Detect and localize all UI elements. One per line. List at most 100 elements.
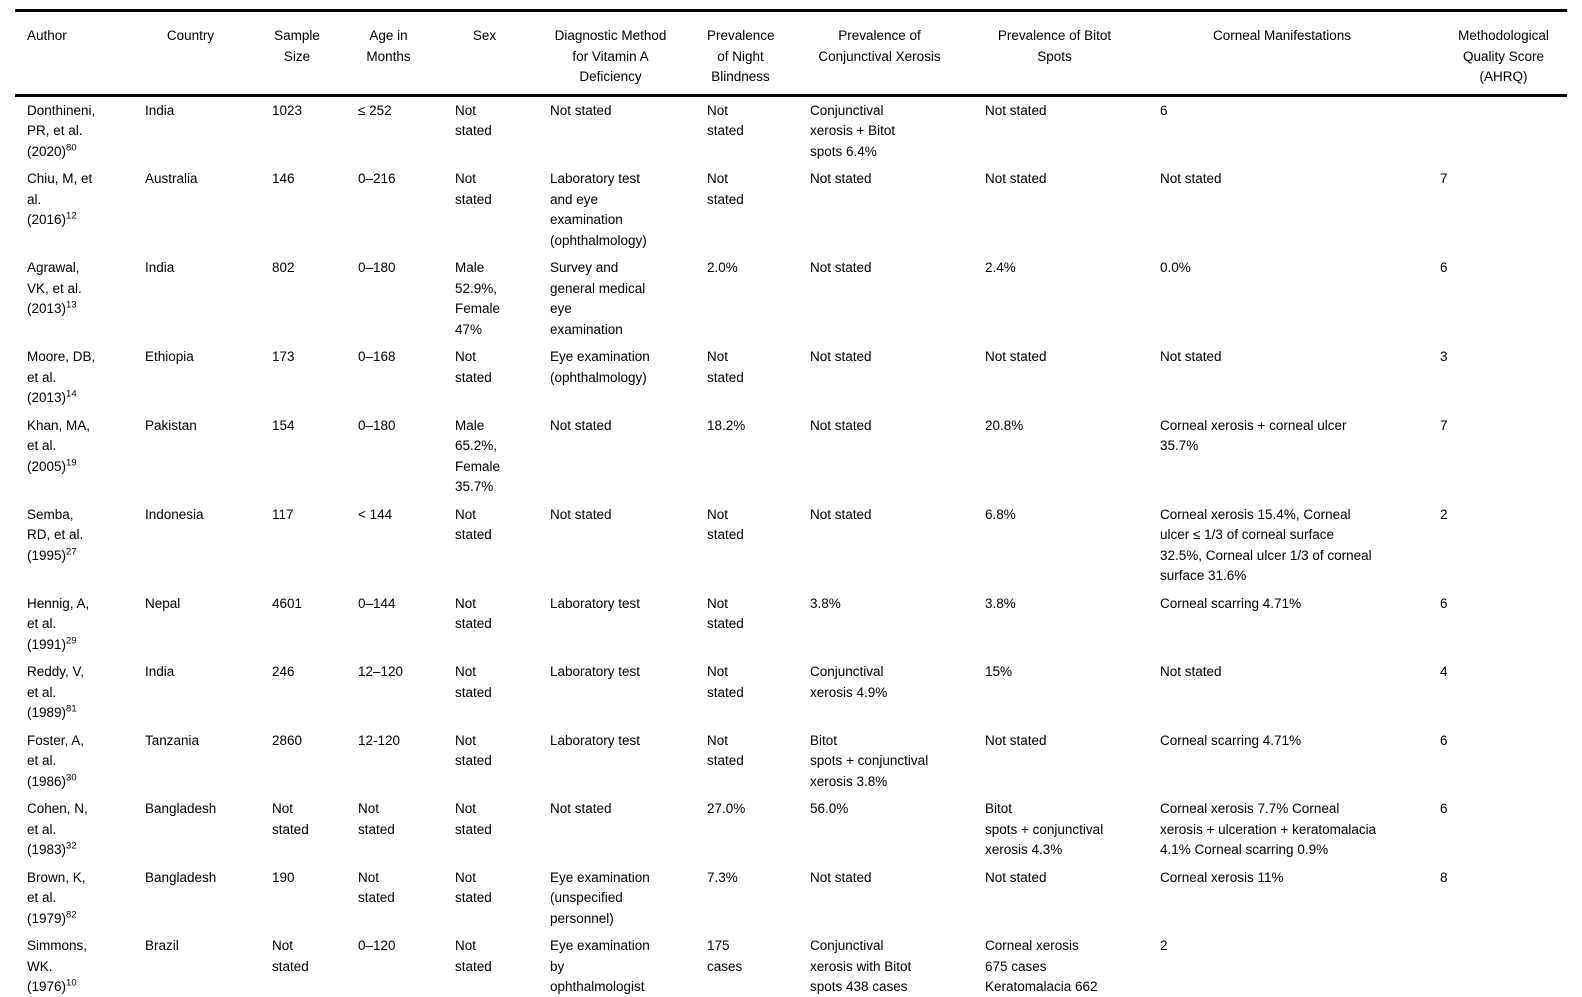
- cell-diagnostic-method: Eye examination (unspecified personnel): [550, 869, 650, 926]
- cell-bitot-spots: Bitot spots + conjunctival xerosis 4.3%: [985, 801, 1104, 857]
- cell-night-blindness: 27.0%: [707, 801, 746, 816]
- col-header-sex: Sex: [443, 12, 538, 97]
- cell-night-blindness: 175 cases: [707, 938, 743, 974]
- cell-bitot-spots: Not stated: [985, 869, 1047, 885]
- cell-corneal-manifestations: Not stated: [1160, 171, 1222, 186]
- citation-superscript: 82: [66, 909, 77, 920]
- cell-quality-score: [1428, 932, 1567, 997]
- col-header-night-blindness: Prevalence of Night Blindness: [695, 12, 798, 97]
- cell-country: India: [145, 664, 175, 679]
- citation-superscript: 10: [66, 977, 77, 989]
- cell-quality-score: 7: [1440, 417, 1448, 433]
- cell-author: Brown, K, et al. (1979)82: [15, 864, 133, 933]
- cell-conjunctival-xerosis: 3.8%: [810, 595, 841, 611]
- cell-author: Agrawal, VK, et al. (2013)13: [15, 254, 133, 343]
- cell-diagnostic-method: Not stated: [550, 506, 612, 522]
- cell-author: Cohen, N, et al. (1983)32: [15, 795, 133, 864]
- author-text: Moore, DB, et al. (2013): [27, 349, 96, 405]
- cell-author: Moore, DB, et al. (2013)14: [15, 343, 133, 412]
- cell-sample-size: 4601: [272, 595, 303, 611]
- cell-quality-score: 6: [1440, 801, 1448, 816]
- cell-country: Ethiopia: [145, 349, 194, 364]
- cell-sample-size: 1023: [272, 102, 303, 118]
- cell-author: Foster, A, et al. (1986)30: [15, 727, 133, 796]
- cell-diagnostic-method: Laboratory test: [550, 595, 641, 611]
- cell-age-in-months: < 144: [358, 506, 393, 522]
- cell-author: Hennig, A, et al. (1991)29: [15, 590, 133, 659]
- cell-sex: Not stated: [455, 102, 492, 139]
- cell-age-in-months: Not stated: [358, 801, 395, 837]
- citation-superscript: 27: [66, 546, 77, 557]
- cell-quality-score: 7: [1440, 171, 1448, 186]
- cell-diagnostic-method: Not stated: [550, 417, 612, 433]
- cell-bitot-spots: Not stated: [985, 732, 1047, 748]
- col-header-bitot-spots: Prevalence of Bitot Spots: [973, 12, 1148, 97]
- cell-quality-score: 2: [1440, 506, 1448, 522]
- table-row: Semba, RD, et al. (1995)27 Indonesia 117…: [15, 501, 1567, 590]
- cell-sample-size: 2860: [272, 732, 303, 748]
- cell-age-in-months: Not stated: [358, 869, 395, 906]
- cell-corneal-manifestations: Corneal xerosis 7.7% Corneal xerosis + u…: [1160, 801, 1377, 857]
- cell-age-in-months: 0–120: [358, 938, 396, 953]
- col-header-conjunctival-xerosis: Prevalence of Conjunctival Xerosis: [798, 12, 973, 97]
- cell-night-blindness: Not stated: [707, 171, 744, 207]
- cell-bitot-spots: 15%: [985, 664, 1013, 679]
- cell-diagnostic-method: Eye examination (ophthalmology): [550, 349, 650, 385]
- cell-night-blindness: Not stated: [707, 506, 744, 543]
- cell-sex: Not stated: [455, 595, 492, 632]
- col-header-age-in-months: Age in Months: [346, 12, 443, 97]
- table-row: Brown, K, et al. (1979)82 Bangladesh 190…: [15, 864, 1567, 933]
- cell-corneal-manifestations: Corneal xerosis 15.4%, Corneal ulcer ≤ 1…: [1160, 506, 1372, 584]
- cell-night-blindness: Not stated: [707, 102, 744, 139]
- cell-conjunctival-xerosis: Not stated: [810, 260, 872, 275]
- citation-superscript: 32: [66, 840, 77, 852]
- author-text: Cohen, N, et al. (1983): [27, 801, 88, 857]
- cell-country: Bangladesh: [145, 869, 217, 885]
- cell-corneal-manifestations: Corneal scarring 4.71%: [1160, 732, 1302, 748]
- author-text: Foster, A, et al. (1986): [27, 732, 85, 789]
- cell-country: Brazil: [145, 938, 179, 953]
- author-text: Semba, RD, et al. (1995): [27, 506, 84, 563]
- cell-conjunctival-xerosis: Not stated: [810, 171, 872, 186]
- studies-review-table: Author Country Sample Size Age in Months…: [15, 12, 1567, 997]
- cell-bitot-spots: Not stated: [985, 102, 1047, 118]
- cell-sex: Not stated: [455, 801, 492, 837]
- cell-sex: Not stated: [455, 664, 492, 700]
- cell-author: Donthineni, PR, et al. (2020)80: [15, 95, 133, 165]
- cell-bitot-spots: Not stated: [985, 171, 1047, 186]
- cell-quality-score: 6: [1440, 260, 1448, 275]
- cell-sex: Not stated: [455, 506, 492, 543]
- cell-age-in-months: 12–120: [358, 664, 404, 679]
- table-row: Donthineni, PR, et al. (2020)80 India 10…: [15, 95, 1567, 165]
- cell-conjunctival-xerosis: Not stated: [810, 869, 872, 885]
- cell-corneal-manifestations: Corneal xerosis 11%: [1160, 869, 1284, 885]
- author-text: Donthineni, PR, et al. (2020): [27, 102, 96, 159]
- cell-quality-score: 3: [1440, 349, 1448, 364]
- table-row: Cohen, N, et al. (1983)32 Bangladesh Not…: [15, 795, 1567, 864]
- table-row: Moore, DB, et al. (2013)14 Ethiopia 173 …: [15, 343, 1567, 412]
- cell-sample-size: Not stated: [272, 938, 309, 974]
- cell-sex: Not stated: [455, 938, 492, 974]
- cell-sample-size: Not stated: [272, 801, 309, 837]
- cell-author: Simmons, WK. (1976)10: [15, 932, 133, 997]
- cell-conjunctival-xerosis: Bitot spots + conjunctival xerosis 3.8%: [810, 732, 929, 789]
- cell-corneal-manifestations: 2: [1160, 938, 1168, 953]
- table-row: Hennig, A, et al. (1991)29 Nepal 4601 0–…: [15, 590, 1567, 659]
- cell-quality-score: 6: [1440, 732, 1448, 748]
- cell-age-in-months: 0–216: [358, 171, 396, 186]
- col-header-diagnostic-method: Diagnostic Method for Vitamin A Deficien…: [538, 12, 695, 97]
- author-text: Brown, K, et al. (1979): [27, 869, 86, 926]
- author-text: Agrawal, VK, et al. (2013): [27, 260, 82, 316]
- cell-night-blindness: Not stated: [707, 595, 744, 632]
- cell-conjunctival-xerosis: Not stated: [810, 349, 872, 364]
- cell-night-blindness: 7.3%: [707, 869, 738, 885]
- cell-corneal-manifestations: Not stated: [1160, 664, 1222, 679]
- table-row: Simmons, WK. (1976)10 Brazil Not stated …: [15, 932, 1567, 997]
- cell-age-in-months: 0–180: [358, 417, 396, 433]
- cell-age-in-months: 12-120: [358, 732, 401, 748]
- cell-country: Tanzania: [145, 732, 200, 748]
- cell-conjunctival-xerosis: Conjunctival xerosis with Bitot spots 43…: [810, 938, 912, 994]
- citation-superscript: 19: [66, 457, 77, 468]
- cell-age-in-months: 0–144: [358, 595, 396, 611]
- col-header-country: Country: [133, 12, 260, 97]
